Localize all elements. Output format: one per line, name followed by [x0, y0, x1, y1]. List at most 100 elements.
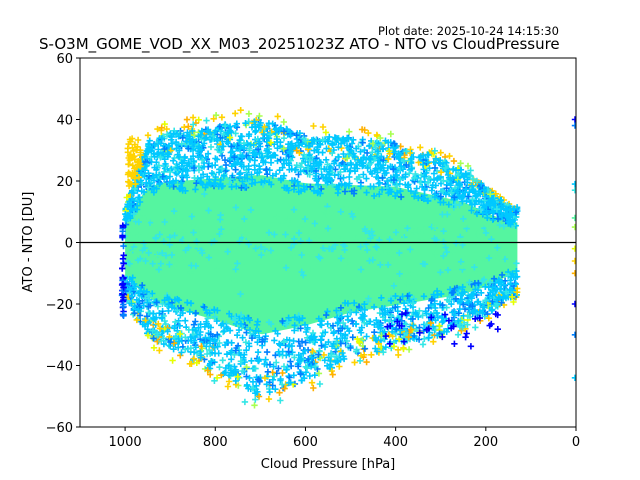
scatter-point — [297, 355, 304, 363]
scatter-point — [186, 138, 194, 145]
scatter-point — [195, 116, 202, 123]
scatter-point — [392, 304, 399, 311]
scatter-point — [283, 366, 290, 373]
scatter-point — [343, 203, 350, 211]
scatter-point — [178, 349, 185, 356]
scatter-point — [120, 260, 127, 267]
scatter-point — [146, 137, 153, 144]
scatter-point — [173, 161, 180, 168]
scatter-point — [137, 255, 144, 262]
scatter-point — [420, 195, 427, 203]
scatter-point — [126, 260, 133, 267]
y-tick-label: 0 — [65, 237, 73, 252]
scatter-point — [499, 244, 506, 251]
scatter-point — [357, 243, 364, 250]
y-tick-label: 40 — [56, 114, 73, 129]
scatter-point — [436, 322, 443, 329]
scatter-point — [166, 179, 173, 186]
scatter-point — [150, 344, 158, 351]
scatter-point — [451, 194, 458, 201]
scatter-point — [477, 191, 484, 198]
scatter-point — [245, 110, 253, 117]
scatter-point — [472, 267, 479, 274]
scatter-point — [488, 236, 495, 243]
scatter-point — [243, 381, 251, 389]
scatter-point — [449, 248, 457, 255]
scatter-point — [359, 139, 366, 146]
scatter-point — [377, 141, 385, 149]
scatter-point — [457, 238, 464, 245]
scatter-point — [329, 149, 336, 157]
scatter-point — [135, 251, 142, 258]
scatter-point — [156, 231, 163, 238]
scatter-point — [248, 334, 256, 342]
scatter-point — [481, 303, 488, 311]
scatter-point — [571, 300, 576, 308]
scatter-point — [420, 293, 428, 300]
scatter-point — [410, 153, 417, 161]
scatter-point — [306, 230, 313, 238]
scatter-point — [216, 364, 223, 371]
scatter-point — [344, 155, 351, 162]
scatter-point — [287, 132, 294, 139]
scatter-point — [232, 266, 239, 273]
scatter-point — [394, 308, 401, 315]
scatter-point — [150, 177, 158, 184]
scatter-point — [142, 295, 149, 302]
scatter-point — [272, 386, 279, 393]
scatter-point — [494, 296, 501, 303]
scatter-point — [387, 297, 395, 304]
scatter-point — [375, 320, 382, 327]
scatter-point — [459, 324, 466, 331]
scatter-point — [393, 182, 401, 189]
scatter-point — [174, 307, 181, 314]
scatter-point — [283, 156, 290, 164]
scatter-point — [145, 184, 152, 191]
scatter-point — [329, 322, 337, 329]
scatter-point — [210, 180, 218, 188]
scatter-point — [228, 149, 235, 156]
scatter-point — [468, 291, 475, 299]
scatter-point — [424, 197, 432, 204]
scatter-point — [251, 179, 259, 186]
scatter-point — [190, 229, 197, 236]
scatter-point — [240, 163, 247, 170]
scatter-point — [383, 155, 391, 162]
scatter-point — [446, 293, 453, 301]
scatter-point — [379, 174, 386, 182]
scatter-point — [196, 227, 203, 234]
y-axis: 60 40 20 0 −20 −40 −60 — [46, 52, 80, 436]
scatter-point — [243, 373, 250, 380]
scatter-point — [213, 156, 221, 163]
scatter-point — [392, 229, 400, 236]
scatter-point — [193, 359, 200, 366]
scatter-point — [288, 342, 296, 350]
scatter-point — [348, 188, 355, 195]
scatter-point — [165, 150, 173, 158]
scatter-point — [310, 384, 317, 392]
scatter-point — [274, 113, 281, 120]
scatter-point — [237, 144, 244, 151]
scatter-point — [222, 161, 230, 169]
scatter-point — [153, 166, 160, 173]
scatter-point — [125, 161, 132, 168]
scatter-point — [408, 165, 415, 172]
scatter-point — [416, 329, 423, 336]
scatter-point — [128, 220, 136, 228]
scatter-point — [214, 266, 221, 273]
scatter-point — [318, 322, 325, 329]
scatter-point — [385, 189, 392, 197]
scatter-point — [261, 245, 268, 253]
scatter-point — [170, 346, 177, 353]
scatter-point — [378, 294, 385, 301]
scatter-point — [262, 159, 269, 166]
x-tick-label: 1000 — [109, 435, 142, 450]
scatter-point — [279, 369, 286, 377]
scatter-point — [348, 210, 355, 217]
scatter-point — [315, 351, 322, 358]
scatter-point — [379, 145, 386, 153]
scatter-point — [373, 336, 380, 344]
scatter-point — [187, 155, 195, 163]
scatter-point — [153, 185, 160, 192]
scatter-point — [477, 206, 485, 213]
